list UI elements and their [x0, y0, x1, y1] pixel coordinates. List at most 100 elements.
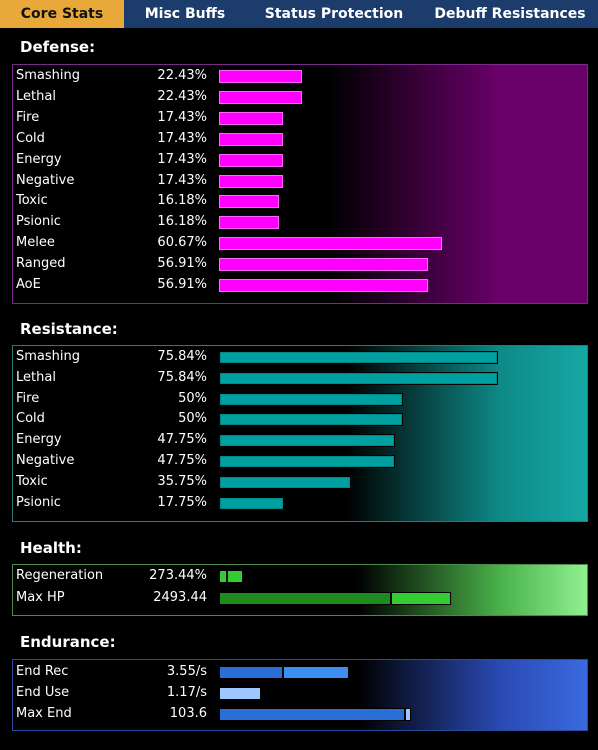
stat-value: 16.18%: [157, 214, 207, 230]
stat-row: Cold 17.43%: [13, 129, 587, 149]
stat-row: Toxic 35.75%: [13, 472, 587, 492]
stat-value: 1.17/s: [166, 685, 207, 700]
stat-label: Cold: [16, 411, 45, 427]
stat-bar: [219, 279, 429, 292]
stat-row: Smashing 75.84%: [13, 347, 587, 367]
stat-label: Energy: [16, 151, 62, 167]
stat-value: 50%: [178, 390, 207, 406]
resistance-panel: Smashing 75.84% Lethal 75.84% Fire 50% Cold 50%…: [12, 345, 588, 522]
stat-value: 17.75%: [157, 494, 207, 510]
stat-value: 17.43%: [157, 172, 207, 188]
stat-bar: [219, 174, 284, 188]
stat-bar: [283, 666, 349, 679]
stat-value: 50%: [178, 411, 207, 427]
stat-bar: [219, 570, 227, 583]
stat-value: 56.91%: [157, 277, 207, 292]
stat-bar: [219, 90, 302, 104]
stat-row: Regeneration 273.44%: [13, 566, 587, 586]
stat-bar: [219, 496, 285, 510]
tab-status-protection[interactable]: Status Protection: [264, 6, 404, 22]
stat-row: End Use 1.17/s: [13, 683, 587, 703]
stat-row: Negative 17.43%: [13, 171, 587, 191]
stat-bar: [219, 392, 403, 406]
stat-label: Smashing: [16, 68, 80, 83]
stat-bar: [219, 434, 395, 448]
stat-label: Toxic: [16, 473, 48, 489]
stat-value: 103.6: [169, 706, 207, 721]
stat-row: Lethal 22.43%: [13, 87, 587, 107]
stat-bar: [219, 153, 284, 167]
stat-row: End Rec 3.55/s: [13, 662, 587, 682]
stat-bar: [219, 687, 261, 700]
defense-title: Defense:: [20, 38, 96, 56]
stat-label: Smashing: [16, 349, 80, 364]
stat-value: 17.43%: [157, 151, 207, 167]
stat-bar: [219, 708, 405, 721]
endurance-panel: End Rec 3.55/s End Use 1.17/s Max End 103.6: [12, 659, 588, 731]
stat-label: Cold: [16, 130, 45, 146]
stat-row: Fire 17.43%: [13, 108, 587, 128]
stat-row: Ranged 56.91%: [13, 254, 587, 274]
stat-bar: [405, 708, 411, 721]
stat-bar: [219, 237, 443, 251]
stat-bar: [219, 216, 279, 230]
stat-value: 2493.44: [153, 590, 207, 605]
stat-bar: [219, 371, 499, 385]
stat-row: AoE 56.91%: [13, 275, 587, 295]
stat-label: Negative: [16, 453, 75, 468]
endurance-title: Endurance:: [20, 633, 116, 651]
stat-label: Lethal: [16, 369, 56, 385]
stat-label: Ranged: [16, 256, 66, 272]
stat-label: Max HP: [16, 590, 65, 605]
stat-value: 273.44%: [149, 568, 207, 583]
tab-core-stats[interactable]: Core Stats: [0, 0, 124, 28]
defense-panel: Smashing 22.43% Lethal 22.43% Fire 17.43% Cold…: [12, 64, 588, 304]
stat-bar: [227, 570, 243, 583]
stat-label: Psionic: [16, 494, 61, 510]
stat-bar: [219, 351, 499, 364]
stat-value: 75.84%: [157, 369, 207, 385]
stat-label: Negative: [16, 172, 75, 188]
stat-value: 22.43%: [157, 68, 207, 83]
stat-row: Max HP 2493.44: [13, 588, 587, 608]
stat-row: Psionic 17.75%: [13, 493, 587, 513]
stat-bar: [219, 132, 284, 146]
stat-value: 22.43%: [157, 88, 207, 104]
stat-value: 16.18%: [157, 193, 207, 209]
tab-bar: Core Stats Misc Buffs Status Protection …: [0, 0, 598, 28]
stat-row: Lethal 75.84%: [13, 368, 587, 388]
stat-value: 47.75%: [157, 432, 207, 448]
stat-row: Max End 103.6: [13, 704, 587, 724]
stat-label: Fire: [16, 109, 40, 125]
stat-label: Psionic: [16, 214, 61, 230]
stat-value: 60.67%: [157, 235, 207, 251]
stat-value: 75.84%: [157, 349, 207, 364]
stat-row: Energy 17.43%: [13, 150, 587, 170]
stat-label: End Use: [16, 685, 70, 700]
resistance-title: Resistance:: [20, 320, 118, 338]
stat-label: Lethal: [16, 88, 56, 104]
stat-row: Psionic 16.18%: [13, 212, 587, 232]
stat-label: Energy: [16, 432, 62, 448]
health-title: Health:: [20, 539, 82, 557]
stat-bar: [219, 70, 302, 83]
stat-value: 3.55/s: [166, 664, 207, 679]
stat-row: Fire 50%: [13, 389, 587, 409]
stat-bar: [219, 111, 284, 125]
stat-label: End Rec: [16, 664, 69, 679]
stat-row: Cold 50%: [13, 409, 587, 429]
tab-debuff-resistances[interactable]: Debuff Resistances: [434, 6, 586, 22]
stat-value: 35.75%: [157, 473, 207, 489]
stat-bar: [219, 475, 351, 489]
stat-label: Max End: [16, 706, 72, 721]
tab-misc-buffs[interactable]: Misc Buffs: [144, 6, 226, 22]
stat-value: 17.43%: [157, 109, 207, 125]
stat-bar: [219, 413, 403, 427]
stat-row: Smashing 22.43%: [13, 66, 587, 86]
stat-label: Regeneration: [16, 568, 104, 583]
stat-value: 56.91%: [157, 256, 207, 272]
stat-row: Melee 60.67%: [13, 233, 587, 253]
stat-bar: [219, 195, 279, 209]
stat-bar: [219, 455, 395, 468]
stat-bar: [391, 592, 451, 605]
